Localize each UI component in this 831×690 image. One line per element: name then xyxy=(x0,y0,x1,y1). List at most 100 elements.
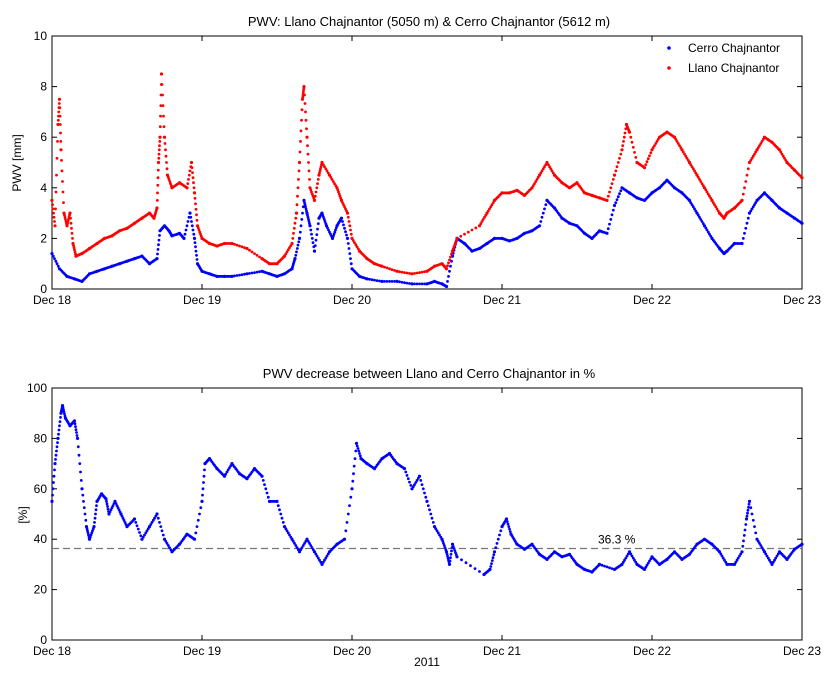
top-point-llano-chajnantor xyxy=(325,169,329,173)
bottom-point-series xyxy=(300,546,304,549)
top-point-llano-chajnantor xyxy=(680,148,684,152)
top-point-llano-chajnantor xyxy=(308,178,311,181)
top-point-cerro-chajnantor xyxy=(307,220,311,223)
top-point-llano-chajnantor xyxy=(300,108,304,112)
top-point-llano-chajnantor xyxy=(333,182,336,186)
bottom-point-series xyxy=(435,529,439,533)
bottom-point-series xyxy=(621,560,625,564)
top-point-llano-chajnantor xyxy=(756,146,760,150)
bottom-point-series xyxy=(630,554,634,558)
top-point-llano-chajnantor xyxy=(160,83,164,86)
bottom-point-series xyxy=(413,483,416,486)
top-point-cerro-chajnantor xyxy=(316,222,320,226)
top-point-cerro-chajnantor xyxy=(745,221,749,225)
top-point-llano-chajnantor xyxy=(398,270,401,274)
top-point-llano-chajnantor xyxy=(696,175,700,179)
top-point-llano-chajnantor xyxy=(674,137,678,141)
top-xtick-label: Dec 23 xyxy=(783,293,821,307)
bottom-point-series xyxy=(55,445,59,449)
top-point-llano-chajnantor xyxy=(238,244,241,248)
bottom-point-series xyxy=(449,552,453,556)
top-point-llano-chajnantor xyxy=(689,163,693,167)
bottom-point-series xyxy=(423,491,426,495)
legend-label-cerro: Cerro Chajnantor xyxy=(688,41,780,55)
top-point-cerro-chajnantor xyxy=(348,252,352,256)
bottom-point-series xyxy=(59,416,62,419)
bottom-point-series xyxy=(91,529,94,533)
top-point-llano-chajnantor xyxy=(299,140,302,143)
top-point-llano-chajnantor xyxy=(161,93,164,97)
bottom-point-series xyxy=(499,529,503,533)
top-point-llano-chajnantor xyxy=(167,178,171,181)
top-point-llano-chajnantor xyxy=(301,91,305,95)
top-point-llano-chajnantor xyxy=(165,173,170,177)
top-point-llano-chajnantor xyxy=(318,171,321,175)
bottom-point-series xyxy=(143,533,146,537)
top-point-llano-chajnantor xyxy=(447,261,450,265)
top-point-cerro-chajnantor xyxy=(698,215,701,219)
top-ytick-label: 8 xyxy=(40,80,47,94)
top-point-llano-chajnantor xyxy=(72,246,76,250)
top-point-llano-chajnantor xyxy=(390,268,394,271)
bottom-ytick-label: 100 xyxy=(27,381,47,395)
top-point-llano-chajnantor xyxy=(57,97,62,101)
top-point-llano-chajnantor xyxy=(474,226,478,230)
top-point-llano-chajnantor xyxy=(57,102,61,105)
bottom-point-series xyxy=(95,504,98,507)
top-point-llano-chajnantor xyxy=(195,218,199,222)
bottom-point-series xyxy=(750,512,754,516)
bottom-point-series xyxy=(301,544,305,547)
bottom-point-series xyxy=(264,487,268,491)
bottom-point-series xyxy=(800,542,804,546)
bottom-point-series xyxy=(504,517,509,521)
bottom-point-series xyxy=(758,542,761,545)
bottom-point-series xyxy=(351,479,355,483)
top-point-llano-chajnantor xyxy=(156,176,160,180)
top-point-llano-chajnantor xyxy=(353,241,356,245)
bottom-point-series xyxy=(744,517,749,521)
top-point-llano-chajnantor xyxy=(695,173,699,177)
top-point-llano-chajnantor xyxy=(302,85,306,89)
top-point-llano-chajnantor xyxy=(466,230,470,234)
bottom-point-series xyxy=(490,559,494,562)
bottom-xtick-label: Dec 21 xyxy=(483,644,521,658)
top-point-cerro-chajnantor xyxy=(609,218,613,221)
top-point-llano-chajnantor xyxy=(413,272,416,275)
top-point-llano-chajnantor xyxy=(310,190,313,194)
top-point-llano-chajnantor xyxy=(740,198,744,202)
top-point-cerro-chajnantor xyxy=(616,195,620,199)
bottom-point-series xyxy=(633,558,636,562)
bottom-point-series xyxy=(506,522,510,526)
bottom-point-series xyxy=(426,504,430,507)
top-point-llano-chajnantor xyxy=(60,169,64,173)
top-chart-ylabel: PWV [mm] xyxy=(10,134,24,191)
bottom-point-series xyxy=(135,524,139,528)
bottom-point-series xyxy=(751,518,755,522)
bottom-point-series xyxy=(285,529,289,533)
top-point-llano-chajnantor xyxy=(349,228,352,232)
bottom-point-series xyxy=(94,512,97,516)
top-point-llano-chajnantor xyxy=(304,118,308,122)
top-point-cerro-chajnantor xyxy=(746,216,750,220)
top-point-llano-chajnantor xyxy=(383,265,386,269)
bottom-point-series xyxy=(753,525,756,528)
top-point-cerro-chajnantor xyxy=(304,205,307,209)
top-point-llano-chajnantor xyxy=(349,232,353,236)
top-point-cerro-chajnantor xyxy=(243,272,246,276)
bottom-point-series xyxy=(411,485,415,489)
bottom-point-series xyxy=(263,483,266,486)
bottom-point-series xyxy=(144,531,148,535)
top-point-llano-chajnantor xyxy=(691,167,695,171)
top-point-cerro-chajnantor xyxy=(368,277,371,281)
top-point-cerro-chajnantor xyxy=(342,223,345,227)
top-point-llano-chajnantor xyxy=(678,144,681,148)
bottom-point-series xyxy=(201,487,205,491)
top-point-cerro-chajnantor xyxy=(408,282,411,285)
bottom-point-series xyxy=(105,500,108,503)
top-point-cerro-chajnantor xyxy=(612,203,617,208)
bottom-point-series xyxy=(625,554,629,558)
top-point-cerro-chajnantor xyxy=(610,213,614,217)
bottom-point-series xyxy=(203,468,206,472)
bottom-point-series xyxy=(419,479,423,482)
bottom-point-series xyxy=(281,521,285,524)
